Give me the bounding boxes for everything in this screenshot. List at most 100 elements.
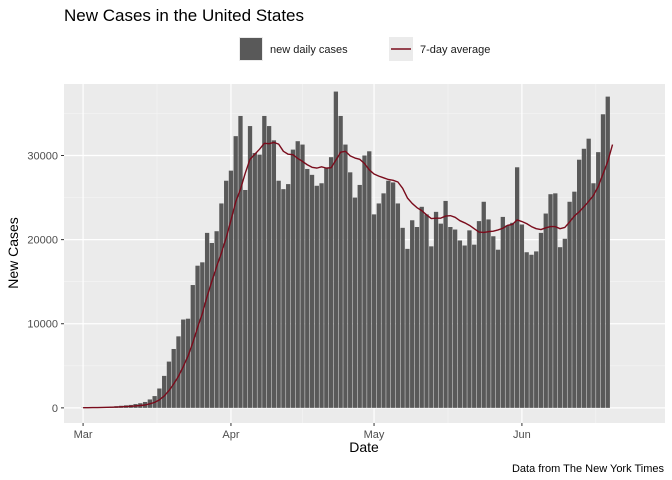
daily-cases-bar [166,361,172,408]
x-axis: Mar Apr May Jun [74,423,531,441]
daily-cases-bar [214,231,219,408]
x-tick-label: Apr [222,429,239,441]
legend-label-average: 7-day average [420,44,490,56]
chart-title: New Cases in the United States [64,6,304,25]
daily-cases-bar [500,216,505,408]
daily-cases-bar [491,236,496,408]
daily-cases-bar [462,245,467,408]
daily-cases-bar [529,254,534,408]
daily-cases-bar [481,201,486,408]
daily-cases-bar [438,223,443,408]
daily-cases-bar [419,206,424,408]
daily-cases-bar [591,183,596,408]
daily-cases-bars [80,91,610,408]
daily-cases-bar [309,174,315,408]
daily-cases-bar [405,248,410,408]
daily-cases-bar [314,185,319,408]
daily-cases-bar [381,193,386,408]
caption: Data from The New York Times [512,463,665,475]
daily-cases-bar [600,114,606,408]
daily-cases-bar [433,211,439,408]
daily-cases-bar [352,197,358,408]
daily-cases-bar [295,141,300,408]
daily-cases-bar [290,149,296,408]
daily-cases-bar [185,318,191,408]
daily-cases-bar [319,183,324,408]
legend-label-daily: new daily cases [270,44,348,56]
daily-cases-bar [305,168,310,408]
daily-cases-bar [567,201,572,408]
daily-cases-bar [605,96,610,408]
daily-cases-bar [524,252,529,408]
daily-cases-bar [271,140,277,408]
x-axis-title: Date [349,439,379,455]
daily-cases-bar [557,247,563,408]
daily-cases-bar [190,285,195,408]
daily-cases-bar [204,232,210,408]
daily-cases-bar [553,193,558,408]
daily-cases-bar [348,172,353,408]
daily-cases-bar [514,167,520,408]
daily-cases-bar [543,213,548,408]
daily-cases-bar [519,224,525,408]
daily-cases-bar [495,249,501,408]
daily-cases-bar [538,232,544,408]
daily-cases-bar [562,238,567,408]
daily-cases-bar [219,203,224,408]
daily-cases-bar [596,152,601,408]
daily-cases-bar [343,144,348,408]
daily-cases-bar [176,336,181,408]
daily-cases-bar [300,144,305,408]
daily-cases-bar [333,91,339,408]
daily-cases-bar [281,189,286,408]
legend: new daily cases 7-day average [239,37,490,61]
daily-cases-bar [200,262,205,408]
daily-cases-bar [362,155,367,408]
daily-cases-bar [414,227,420,408]
y-axis: 0 10000 20000 30000 [27,151,64,415]
daily-cases-bar [357,184,362,408]
daily-cases-bar [238,115,243,408]
daily-cases-bar [371,214,377,408]
daily-cases-bar [386,180,391,408]
daily-cases-bar [286,184,291,408]
daily-cases-bar [448,227,453,408]
daily-cases-bar [257,154,262,408]
daily-cases-bar [424,214,429,408]
daily-cases-bar [457,240,463,408]
daily-cases-bar [367,151,372,408]
daily-cases-bar [452,229,458,408]
y-tick-label: 30000 [27,151,58,163]
daily-cases-bar [195,265,200,408]
daily-cases-bar [400,227,405,408]
daily-cases-bar [262,115,267,408]
daily-cases-bar [443,200,448,408]
daily-cases-bar [505,225,510,408]
daily-cases-bar [247,126,253,408]
seven-day-average-line [83,141,614,409]
daily-cases-bar [324,168,329,408]
daily-cases-bar [534,251,539,408]
legend-key-bar-swatch [240,38,262,60]
daily-cases-bar [390,182,396,408]
daily-cases-bar [472,244,477,408]
daily-cases-bar [276,180,281,408]
daily-cases-bar [510,222,515,408]
daily-cases-bar [586,138,591,408]
daily-cases-bar [266,126,272,408]
daily-cases-bar [376,203,381,408]
daily-cases-bar [410,220,415,408]
daily-cases-bar [209,242,215,408]
x-tick-label: Mar [74,429,93,441]
x-tick-label: May [364,429,385,441]
y-tick-label: 10000 [27,319,58,331]
daily-cases-bar [581,148,587,408]
y-tick-label: 20000 [27,235,58,247]
daily-cases-bar [243,189,248,408]
daily-cases-bar [467,230,472,408]
daily-cases-bar [548,194,553,408]
daily-cases-bar [224,180,229,408]
daily-cases-bar [162,375,167,408]
daily-cases-bar [171,348,176,408]
